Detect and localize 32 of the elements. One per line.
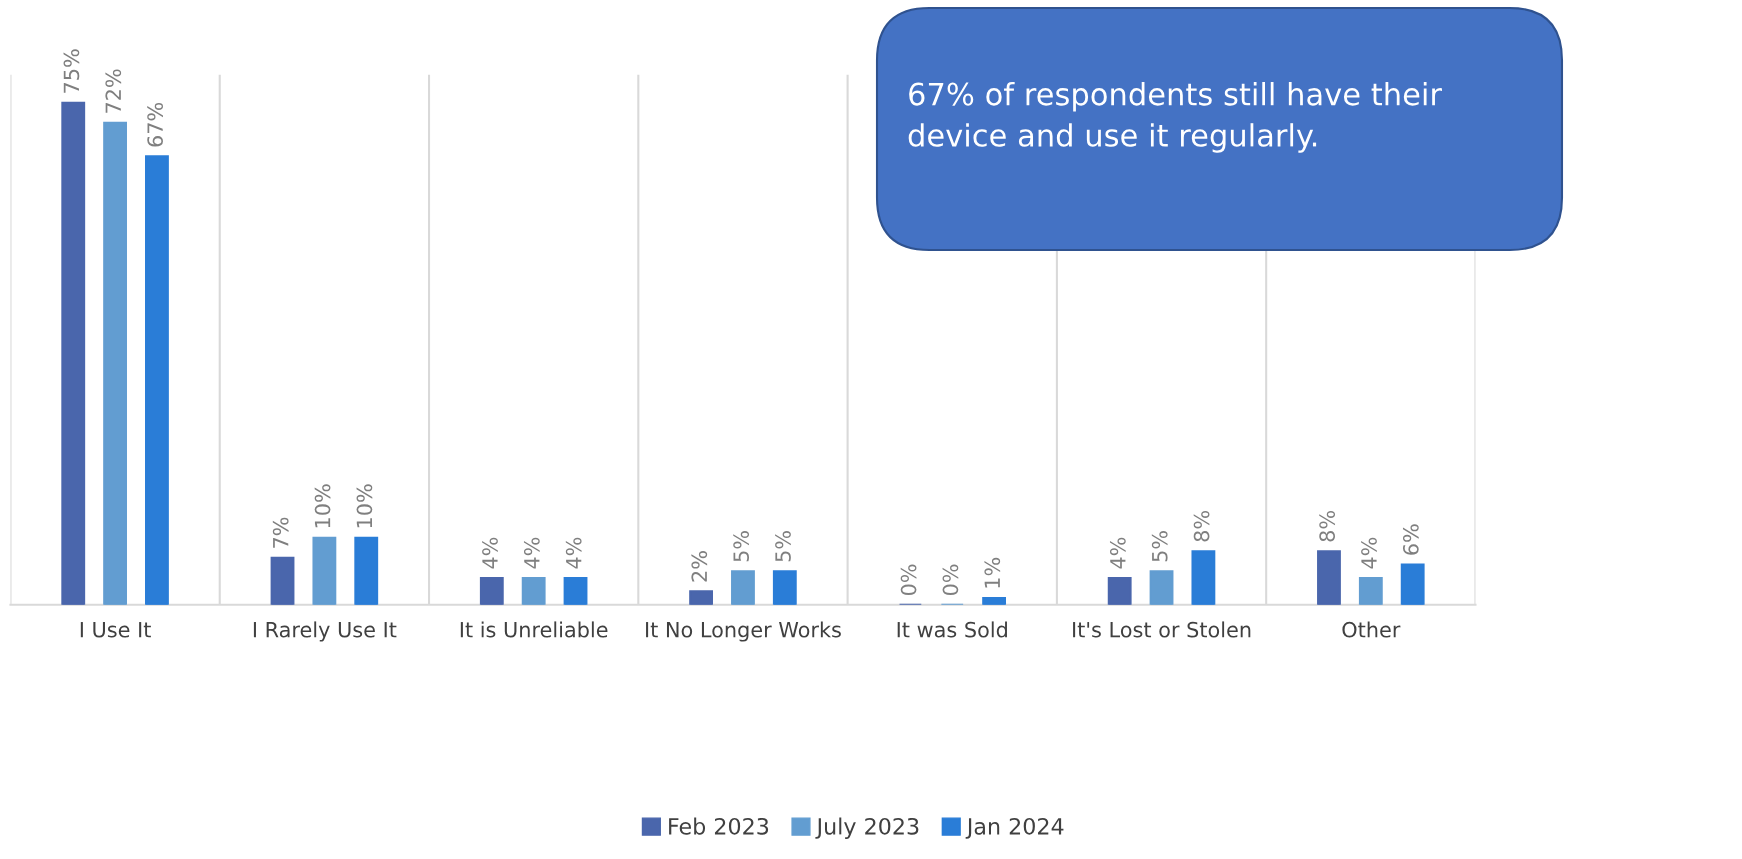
data-label: 5% [1151,531,1168,562]
data-label: 6% [1402,524,1419,555]
data-label: 10% [356,484,373,528]
legend-label: Feb 2023 [669,817,769,835]
data-label: 5% [775,531,791,562]
x-tick-label: It was Sold [897,621,1007,638]
data-label: 7% [272,517,289,548]
data-label: 4% [565,537,582,569]
data-label: 4% [1361,537,1377,569]
data-label: 72% [105,69,122,113]
data-label: 4% [482,537,498,569]
annotation: 67% of respondents still have their device and use it regularly. [908,82,1442,153]
data-label: 1% [984,557,1001,588]
legend-label: July 2023 [815,817,919,839]
data-label: 75% [63,49,80,93]
x-tick-label: It No Longer Works [646,621,841,642]
data-label: 0% [900,564,917,596]
x-tick-label: I Rarely Use It [253,621,397,642]
x-tick-label: I Use It [80,622,151,638]
data-label: 4% [1109,537,1126,569]
data-label: 2% [691,551,708,582]
data-label: 10% [314,484,331,528]
data-label: 67% [147,102,163,147]
x-tick-label: It's Lost or Stolen [1073,621,1251,638]
data-label: 8% [1319,510,1336,542]
data-label: 0% [942,564,959,596]
data-label: 8% [1193,510,1210,542]
data-label: 4% [523,537,540,569]
x-tick-label: Other [1342,621,1401,638]
data-label: 5% [733,531,750,562]
legend-label: Jan 2024 [965,817,1064,839]
x-tick-label: It is Unreliable [460,621,608,638]
